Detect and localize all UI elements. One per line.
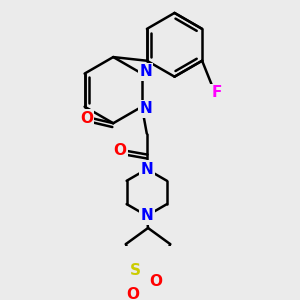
- Text: O: O: [80, 111, 93, 126]
- Text: O: O: [149, 274, 162, 289]
- Text: O: O: [113, 143, 126, 158]
- Text: S: S: [130, 263, 141, 278]
- Text: N: N: [140, 162, 153, 177]
- Text: N: N: [139, 101, 152, 116]
- Text: F: F: [212, 85, 222, 100]
- Text: N: N: [139, 64, 152, 79]
- Text: N: N: [140, 208, 153, 223]
- Text: O: O: [127, 287, 140, 300]
